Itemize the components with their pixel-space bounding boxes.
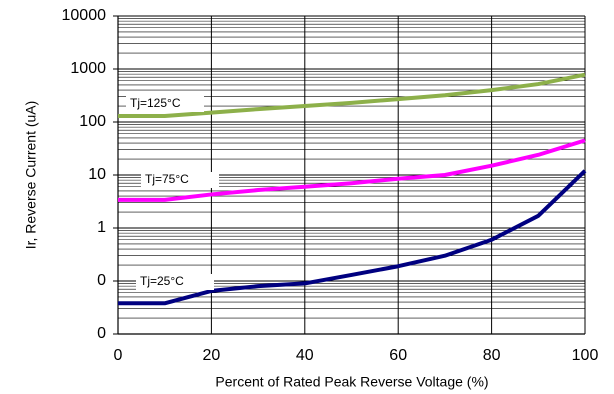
y-tick-label: 0 [97,272,106,289]
series-line [118,138,586,202]
series-line [118,72,586,118]
label-bg [126,96,204,112]
x-tick-label: 100 [572,347,599,364]
y-axis-title: Ir, Reverse Current (uA) [23,101,39,250]
y-tick-label: 100 [79,113,106,130]
x-tick-label: 20 [203,347,221,364]
x-tick-label: 80 [483,347,501,364]
label-bg [136,274,214,290]
x-tick-label: 60 [389,347,407,364]
series-label: Tj=75°C [145,172,189,186]
x-tick-label: 40 [296,347,314,364]
label-bg [141,172,219,188]
x-axis-title: Percent of Rated Peak Reverse Voltage (%… [215,374,488,390]
y-tick-label: 1000 [70,60,106,77]
y-tick-label: 0 [97,325,106,342]
y-tick-label: 10 [88,166,106,183]
series-label: Tj=25°C [140,274,184,288]
series-label: Tj=125°C [130,96,181,110]
series-line [118,169,587,306]
x-tick-label: 0 [114,347,123,364]
y-tick-label: 10000 [62,7,107,24]
y-tick-label: 1 [97,219,106,236]
